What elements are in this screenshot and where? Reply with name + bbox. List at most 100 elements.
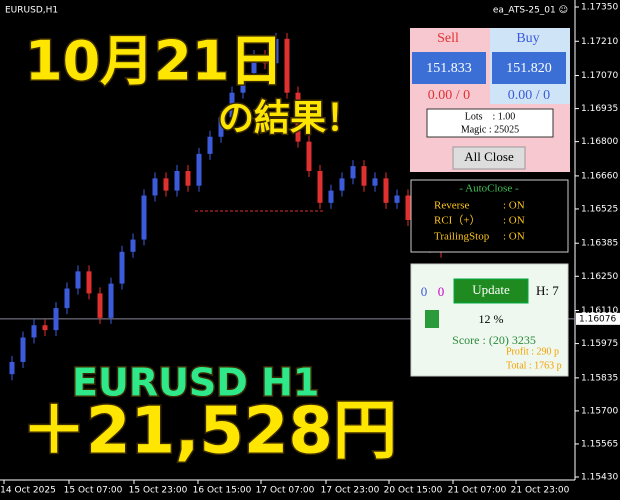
current-price-label: 1.16076: [579, 314, 616, 324]
lots: Lots : 1.00: [465, 111, 516, 122]
candle: [218, 117, 224, 137]
x-tick-label: 16 Oct 15:00: [193, 486, 252, 496]
x-tick-label: 17 Oct 23:00: [321, 486, 380, 496]
all-close-button[interactable]: [452, 146, 526, 170]
candle: [75, 271, 81, 289]
x-tick-label: 17 Oct 07:00: [256, 486, 315, 496]
candle: [339, 178, 345, 191]
candle: [97, 293, 103, 318]
candle: [383, 178, 389, 203]
candle: [372, 178, 378, 186]
y-tick-label: 1.16935: [581, 104, 618, 114]
candle: [317, 171, 323, 203]
y-tick-label: 1.15565: [581, 439, 618, 449]
sell-button[interactable]: [412, 52, 486, 84]
x-tick-label: 21 Oct 07:00: [448, 486, 507, 496]
magic: Magic : 25025: [461, 124, 519, 135]
candle: [20, 337, 26, 362]
y-tick-label: 1.17210: [581, 37, 618, 47]
candle: [64, 288, 70, 309]
y-tick-label: 1.16385: [581, 239, 618, 249]
y-tick-label: 1.15975: [581, 339, 618, 349]
y-tick-label: 1.17070: [581, 71, 618, 81]
candle: [273, 38, 279, 64]
buy-label: Buy: [516, 31, 539, 46]
candle: [394, 195, 400, 203]
candle: [295, 92, 301, 142]
date-overlay: 10月21日: [25, 30, 283, 93]
x-tick-label: 20 Oct 15:00: [384, 486, 443, 496]
candle: [31, 325, 37, 338]
candle: [163, 178, 169, 191]
y-tick-label: 1.15700: [581, 406, 618, 416]
candle: [108, 283, 114, 318]
reverse-value: : ON: [503, 200, 525, 212]
count-a: 0: [421, 284, 428, 299]
profit: Profit : 290 p: [506, 346, 559, 357]
trailing: TrailingStop: [434, 231, 490, 243]
ea-name: ea_ATS-25_01 ☺: [493, 5, 568, 16]
plot: [0, 32, 575, 381]
rci: RCI（+）: [434, 214, 481, 227]
y-tick-label: 1.17350: [581, 3, 618, 13]
candle: [174, 171, 180, 191]
candle: [53, 308, 59, 331]
x-tick-label: 21 Oct 23:00: [511, 486, 570, 496]
candle: [350, 166, 356, 179]
candle: [262, 55, 268, 64]
sell-price[interactable]: 151.833: [426, 61, 472, 76]
pair-overlay: EURUSD H1: [72, 361, 319, 405]
rci-value: : ON: [503, 215, 525, 227]
hour: H: 7: [536, 283, 559, 298]
trailing-value: : ON: [503, 231, 525, 243]
autoclose-title: - AutoClose -: [459, 183, 519, 195]
count-b: 0: [438, 284, 445, 299]
x-tick-label: 15 Oct 07:00: [64, 486, 123, 496]
y-tick-label: 1.15835: [581, 373, 618, 383]
all-close-label[interactable]: All Close: [464, 149, 514, 164]
candle: [9, 361, 15, 375]
candle: [361, 166, 367, 186]
candle: [240, 73, 246, 93]
candle: [306, 141, 312, 172]
y-tick-label: 1.16110: [581, 306, 618, 316]
score: Score : (20) 3235: [452, 333, 536, 347]
candle: [405, 195, 411, 220]
candle: [196, 153, 202, 186]
symbol: EURUSD,H1: [5, 6, 58, 16]
percent: 12 %: [479, 312, 504, 326]
candle: [207, 136, 213, 154]
candle: [229, 92, 235, 118]
update-label[interactable]: Update: [472, 282, 510, 297]
candle: [86, 271, 92, 294]
x-tick-label: 15 Oct 23:00: [129, 486, 188, 496]
candle: [42, 325, 48, 331]
autoclose-panel: [410, 179, 569, 253]
buy-button[interactable]: [492, 52, 566, 84]
y-tick-label: 1.16250: [581, 272, 618, 282]
lots-box: [426, 108, 554, 138]
y-tick-label: 1.15430: [581, 473, 618, 483]
progress: [425, 310, 439, 328]
candle: [328, 190, 334, 203]
sell-label: Sell: [437, 31, 459, 46]
x-tick-label: 14 Oct 2025: [0, 486, 56, 496]
buy-price[interactable]: 151.820: [506, 61, 552, 76]
candle: [152, 178, 158, 196]
candle: [251, 55, 257, 74]
current-price-box: [576, 312, 620, 325]
y-tick-label: 1.16525: [581, 204, 618, 214]
total: Total : 1763 p: [506, 360, 562, 371]
y-tick-label: 1.16800: [581, 137, 618, 147]
update-button[interactable]: [453, 278, 529, 304]
y-tick-label: 1.16660: [581, 171, 618, 181]
candle: [284, 38, 290, 93]
candle: [119, 251, 125, 284]
candle: [185, 171, 191, 186]
profit-overlay: ＋21,528円: [22, 395, 397, 469]
reverse: Reverse: [434, 200, 470, 212]
buy-position: 0.00 / 0: [508, 88, 550, 103]
sell-position: 0.00 / 0: [428, 88, 470, 103]
candle: [130, 239, 136, 252]
